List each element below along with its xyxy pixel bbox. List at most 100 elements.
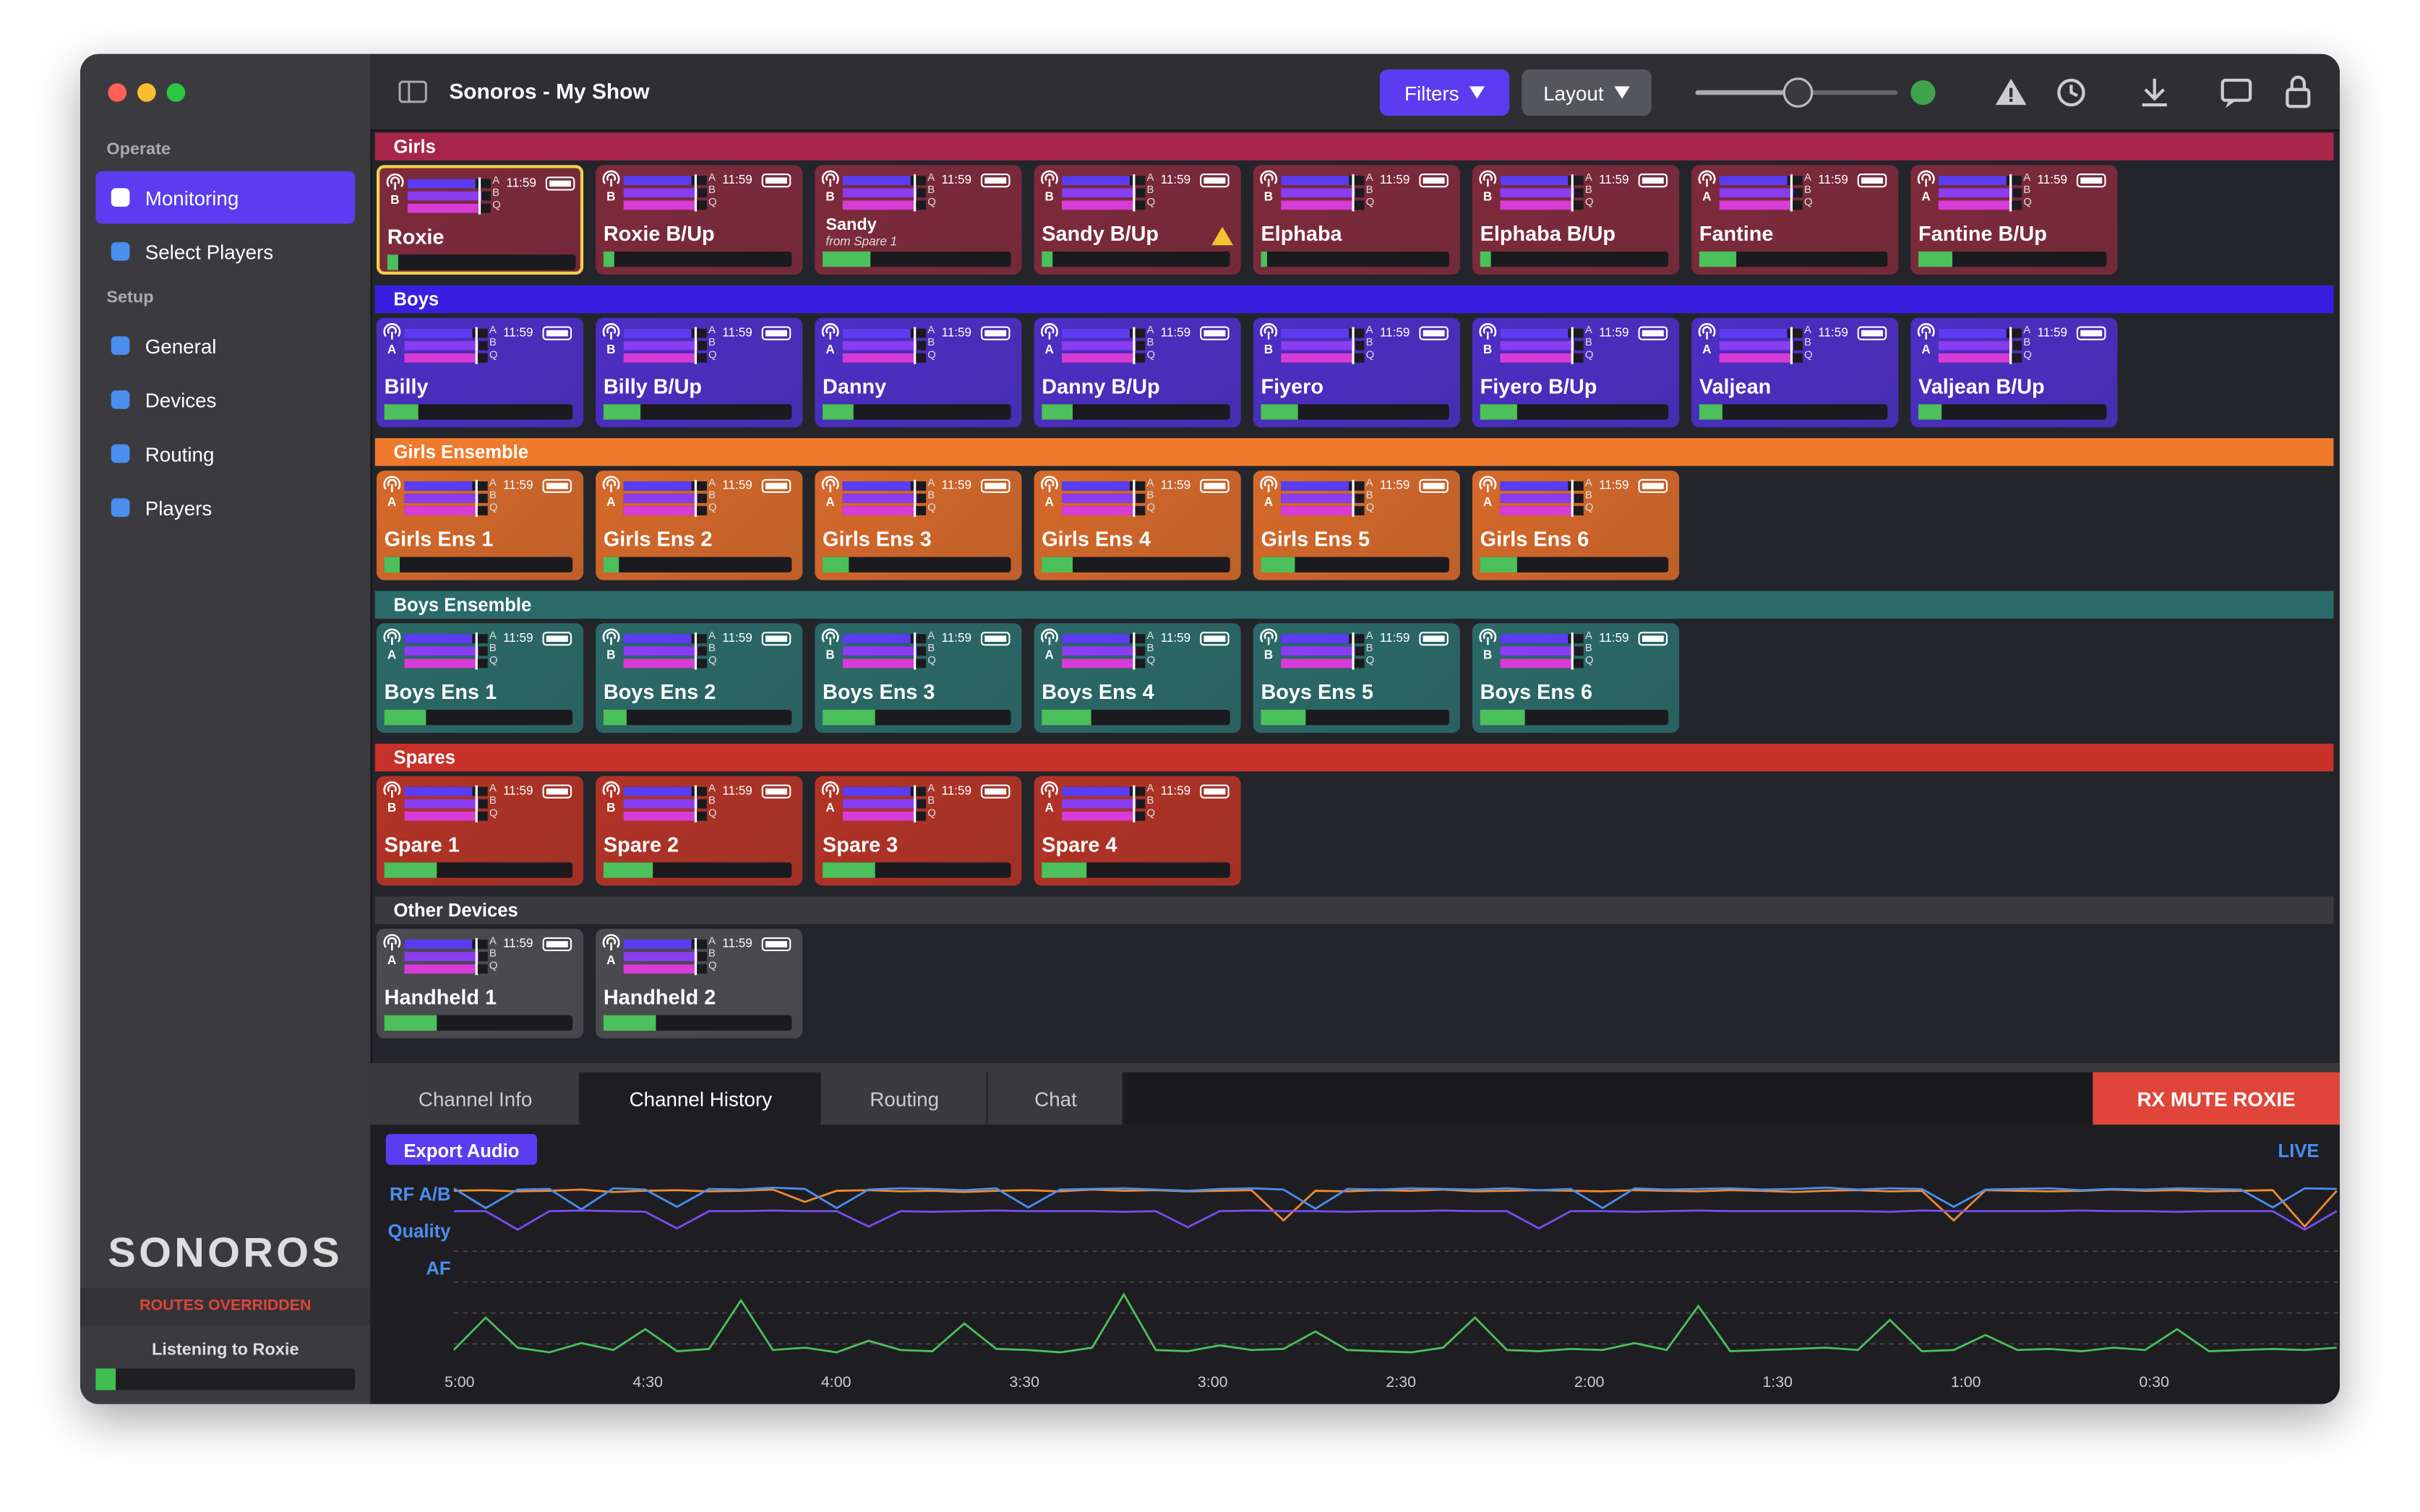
antenna-label: B xyxy=(390,192,400,207)
tab-label: Channel Info xyxy=(418,1087,533,1111)
channel-tile[interactable]: B A B Q 11:59 Boys Ens 2 xyxy=(596,623,803,733)
channel-tile[interactable]: B A B Q 11:59 Elphaba B/Up xyxy=(1472,165,1680,275)
level-fill xyxy=(1042,557,1072,572)
meter-label: Q xyxy=(708,502,717,514)
channel-tile[interactable]: B A B Q 11:59 Spare 1 xyxy=(376,776,584,886)
tab[interactable]: Chat xyxy=(987,1072,1124,1125)
channel-tile[interactable]: B A B Q 11:59 Boys Ens 5 xyxy=(1253,623,1460,733)
window-controls[interactable] xyxy=(102,82,194,103)
meter-label: B xyxy=(1365,185,1373,197)
antenna-label: B xyxy=(1483,648,1493,662)
filters-button[interactable]: Filters xyxy=(1379,69,1510,116)
tab[interactable]: Routing xyxy=(820,1072,988,1125)
nav-item[interactable]: Select Players xyxy=(95,225,355,278)
channel-tile[interactable]: B A B Q 11:59 Billy B/Up xyxy=(596,317,803,428)
level-fill xyxy=(1480,404,1518,420)
channel-tile[interactable]: B A B Q 11:59 Roxie B/Up xyxy=(596,165,803,275)
channel-tile[interactable]: A A B Q 11:59 Girls Ens 1 xyxy=(376,471,584,580)
level-meter xyxy=(603,557,792,572)
history-panel: Export Audio LIVE RF A/B Quality AF 5:00 4:30 4… xyxy=(370,1125,2340,1404)
meter-label: A xyxy=(1584,478,1592,489)
nav-item[interactable]: General xyxy=(95,319,355,372)
nav-item[interactable]: Monitoring xyxy=(95,171,356,224)
tile-meters xyxy=(1479,323,1668,364)
channel-tile[interactable]: A A B Q 11:59 Girls Ens 6 xyxy=(1472,471,1680,580)
mute-button[interactable]: RX MUTE ROXIE xyxy=(2093,1072,2340,1125)
nav-label: Select Players xyxy=(145,241,274,265)
channel-tile[interactable]: B A B Q 11:59 Boys Ens 6 xyxy=(1472,623,1680,733)
tile-meters xyxy=(1479,628,1668,670)
nav-item[interactable]: Devices xyxy=(95,374,355,426)
sidebar: Operate Monitoring Select Players Setup Gene… xyxy=(80,53,372,1404)
meter-label: B xyxy=(1146,643,1154,655)
channel-tile[interactable]: B A B Q 11:59 Spare 2 xyxy=(596,776,803,886)
level-fill xyxy=(1261,709,1306,726)
tile-name: Boys Ens 5 xyxy=(1261,680,1373,704)
tile-time: 11:59 xyxy=(1160,173,1191,187)
sidebar-toggle[interactable] xyxy=(398,80,429,105)
tile-name: Fantine B/Up xyxy=(1918,222,2047,246)
nav-item[interactable]: Players xyxy=(95,481,355,534)
warning-icon xyxy=(1211,226,1234,246)
channel-tile[interactable]: A A B Q 11:59 Boys Ens 4 xyxy=(1034,623,1241,733)
tile-name: Valjean B/Up xyxy=(1918,374,2045,398)
export-button[interactable]: Export Audio xyxy=(385,1134,538,1165)
section-title: Operate xyxy=(106,140,171,159)
meter-label: Q xyxy=(1365,197,1375,209)
channel-tile[interactable]: A A B Q 11:59 Boys Ens 1 xyxy=(376,623,584,733)
meter-label: A xyxy=(927,478,935,489)
meter-label: A xyxy=(1146,325,1154,337)
channel-tile[interactable]: A A B Q 11:59 Fantine xyxy=(1691,165,1899,275)
channel-tile[interactable]: B A B Q 11:59 Roxie xyxy=(376,165,584,275)
channel-tile[interactable]: A A B Q 11:59 Fantine B/Up xyxy=(1910,165,2118,275)
level-meter xyxy=(1480,709,1669,726)
channel-tile[interactable]: B A B Q 11:59 Boys Ens 3 xyxy=(815,623,1022,733)
volume-slider[interactable] xyxy=(1694,72,1972,113)
channel-tile[interactable]: B A B Q 11:59 Fiyero B/Up xyxy=(1472,317,1680,428)
channel-tile[interactable]: B A B Q 11:59 Elphaba xyxy=(1253,165,1460,275)
tile-time: 11:59 xyxy=(1379,173,1410,187)
meter-label: B xyxy=(708,796,716,807)
antenna-label: B xyxy=(606,342,616,357)
level-meter xyxy=(1261,709,1449,726)
nav-label: Devices xyxy=(145,388,217,412)
level-meter xyxy=(1042,404,1230,420)
channel-tile[interactable]: A A B Q 11:59 Billy xyxy=(376,317,584,428)
channel-tile[interactable]: A A B Q 11:59 Danny B/Up xyxy=(1034,317,1241,428)
channel-tile[interactable]: B A B Q 11:59 Fiyero xyxy=(1253,317,1460,428)
level-meter xyxy=(1480,251,1669,267)
tile-meters xyxy=(383,476,572,517)
channel-tile[interactable]: B A B Q 11:59 Sandy from Spare 1 xyxy=(815,165,1022,275)
time-label: 2:00 xyxy=(1574,1375,1605,1392)
channel-tile[interactable]: A A B Q 11:59 Handheld 2 xyxy=(596,929,803,1039)
level-meter xyxy=(603,404,792,420)
level-fill xyxy=(1918,251,1952,267)
channel-tile[interactable]: A A B Q 11:59 Valjean xyxy=(1691,317,1899,428)
tile-time: 11:59 xyxy=(503,783,533,798)
channel-tile[interactable]: A A B Q 11:59 Girls Ens 3 xyxy=(815,471,1022,580)
channel-tile[interactable]: B A B Q 11:59 Sandy B/Up xyxy=(1034,165,1241,275)
layout-button[interactable]: Layout xyxy=(1522,69,1652,116)
channel-tile[interactable]: A A B Q 11:59 Girls Ens 4 xyxy=(1034,471,1241,580)
trace-label: AF xyxy=(426,1257,451,1279)
channel-tile[interactable]: A A B Q 11:59 Danny xyxy=(815,317,1022,428)
tile-meters xyxy=(602,781,791,822)
tab[interactable]: Channel History xyxy=(580,1072,821,1125)
tab[interactable]: Channel Info xyxy=(370,1072,580,1125)
level-fill xyxy=(1480,251,1492,267)
channel-tile[interactable]: A A B Q 11:59 Handheld 1 xyxy=(376,929,584,1039)
history-graph xyxy=(453,1186,2340,1354)
channel-tile[interactable]: A A B Q 11:59 Spare 4 xyxy=(1034,776,1241,886)
meter-label: A xyxy=(489,478,497,489)
nav-item[interactable]: Routing xyxy=(95,427,355,480)
nav-label: Players xyxy=(145,497,213,520)
tile-time: 11:59 xyxy=(503,631,533,645)
channel-tile[interactable]: A A B Q 11:59 Girls Ens 5 xyxy=(1253,471,1460,580)
time-label: 2:30 xyxy=(1386,1375,1416,1392)
toolbar-icons[interactable] xyxy=(1991,72,2340,113)
tile-time: 11:59 xyxy=(1818,325,1848,340)
meter-label: A xyxy=(708,631,716,643)
channel-tile[interactable]: A A B Q 11:59 Girls Ens 2 xyxy=(596,471,803,580)
channel-tile[interactable]: A A B Q 11:59 Spare 3 xyxy=(815,776,1022,886)
channel-tile[interactable]: A A B Q 11:59 Valjean B/Up xyxy=(1910,317,2118,428)
